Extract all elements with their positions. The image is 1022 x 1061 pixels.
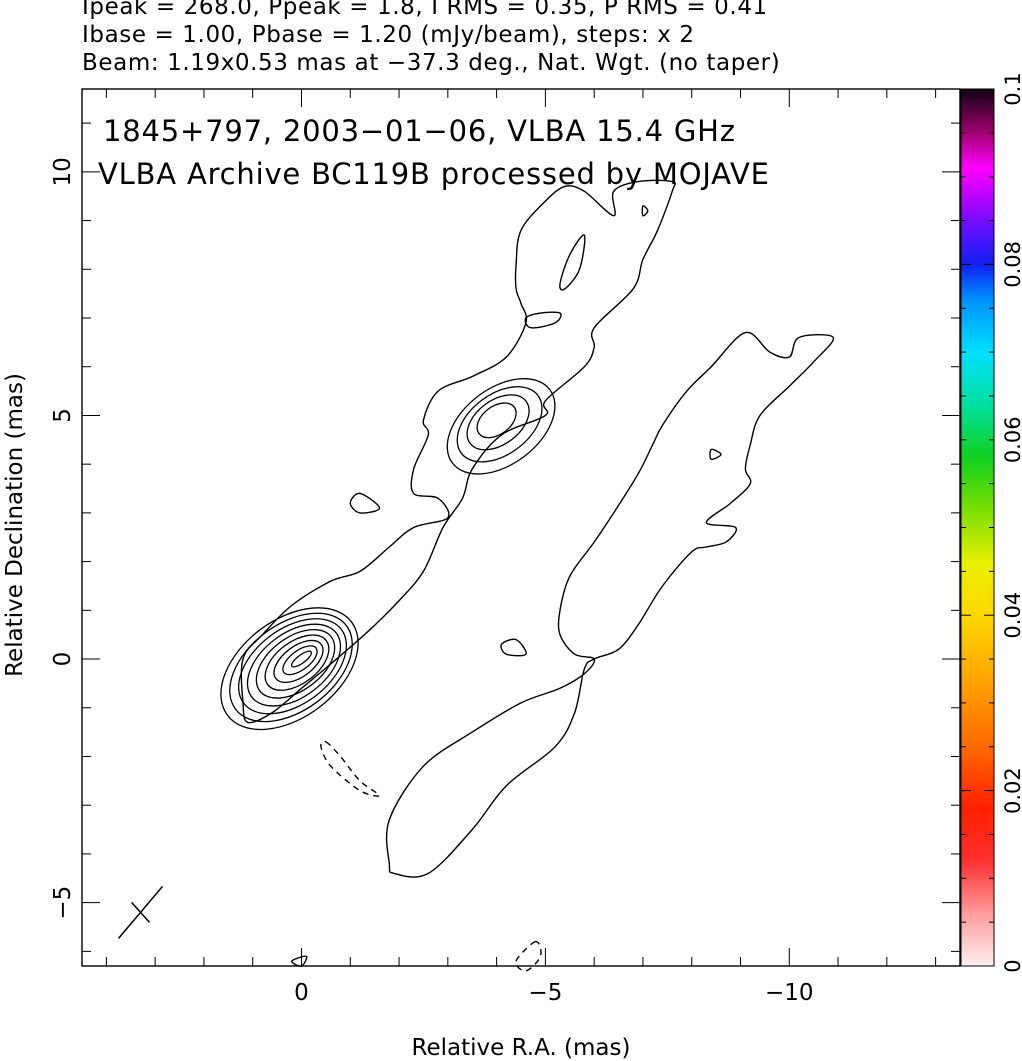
contour-blob-bottom xyxy=(291,955,308,967)
contour-layer xyxy=(117,179,835,972)
y-tick-label: 5 xyxy=(50,408,76,423)
core-contour xyxy=(255,628,336,699)
contour-islet-2 xyxy=(349,492,381,514)
beam-minor-axis xyxy=(130,901,151,923)
colorbar-tick-label: 0.1 xyxy=(1001,72,1022,105)
contour-jet-hole-b xyxy=(524,311,562,329)
chart-title-line-1: 1845+797, 2003−01−06, VLBA 15.4 GHz xyxy=(103,114,736,148)
header-line-2: Ibase = 1.00, Pbase = 1.20 (mJy/beam), s… xyxy=(82,22,695,48)
knot-contour xyxy=(476,402,517,439)
header-line-1: Ipeak = 268.0, Ppeak = 1.8, I RMS = 0.35… xyxy=(82,0,768,20)
y-tick-label: 0 xyxy=(50,652,76,667)
core-contour xyxy=(290,650,313,668)
colorbar-tick-label: 0.08 xyxy=(1001,241,1022,288)
core-contour xyxy=(282,645,318,676)
colorbar-tick-label: 0.02 xyxy=(1001,767,1022,814)
knot-contour xyxy=(456,386,543,463)
x-tick-label: 0 xyxy=(294,980,309,1006)
colorbar-gradient xyxy=(960,88,995,967)
colorbar: 0 0.02 0.04 0.06 0.08 0.1 xyxy=(960,72,1022,973)
x-tick-label: −5 xyxy=(528,980,562,1006)
colorbar-tick-label: 0.06 xyxy=(1001,416,1022,463)
contour-jet-hole-c xyxy=(641,205,649,217)
knot-contour xyxy=(446,378,556,475)
contour-jet-hole-a xyxy=(559,234,586,291)
header-line-3: Beam: 1.19x0.53 mas at −37.3 deg., Nat. … xyxy=(82,50,781,76)
contour-islet-3 xyxy=(709,448,722,461)
contour-jet-main xyxy=(240,179,677,724)
y-tick-label: −5 xyxy=(50,886,76,920)
contour-blob-neg-2 xyxy=(515,940,542,972)
contour-islet-1 xyxy=(500,638,527,657)
colorbar-tick-label: 0 xyxy=(1001,959,1022,972)
plot-frame xyxy=(81,88,961,967)
chart-title-line-2: VLBA Archive BC119B processed by MOJAVE xyxy=(98,157,770,191)
x-axis-label: Relative R.A. (mas) xyxy=(412,1035,631,1061)
x-tick-label: −10 xyxy=(765,980,814,1006)
y-tick-label: 10 xyxy=(50,157,76,186)
plot-border xyxy=(81,88,961,967)
core-contour xyxy=(220,607,359,731)
contour-lobe-west xyxy=(385,331,835,878)
knot-contour xyxy=(466,394,530,451)
core-contour xyxy=(246,623,342,707)
core-contour xyxy=(237,618,348,715)
axis-ticks: 0 −5 −10 −5 0 5 10 xyxy=(50,89,960,1006)
core-contour xyxy=(264,634,330,691)
core-contour xyxy=(229,612,353,723)
contour-blob-neg-1 xyxy=(320,740,381,797)
core-contour xyxy=(273,639,324,684)
colorbar-tick-label: 0.04 xyxy=(1001,592,1022,639)
y-axis-label: Relative Declination (mas) xyxy=(2,373,28,677)
